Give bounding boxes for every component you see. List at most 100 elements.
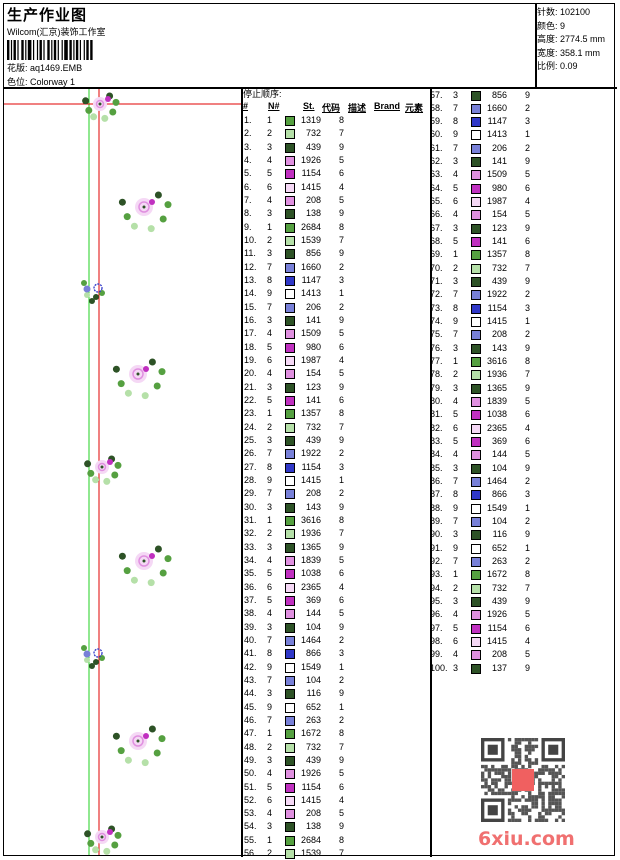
- stitch-count: 1987: [486, 196, 507, 207]
- barcode-bar: [86, 40, 89, 60]
- color-swatch: [285, 116, 295, 126]
- color-swatch: [285, 382, 295, 393]
- table-row: 77. 1 3616 8: [430, 355, 610, 368]
- color-swatch: [471, 517, 481, 528]
- color-swatch: [285, 649, 295, 660]
- needle-number: 7: [453, 289, 459, 300]
- barcode-bar: [47, 40, 50, 60]
- color-code: 9: [339, 688, 345, 699]
- table-row: 89. 7 104 2: [430, 515, 610, 528]
- table-row: 29. 7 208 2: [242, 487, 422, 500]
- stitch-count: 104: [305, 621, 321, 632]
- table-row: 22. 5 141 6: [242, 394, 422, 407]
- stop-index: 56.: [244, 848, 257, 859]
- color-code: 3: [525, 302, 531, 313]
- table-row: 81. 5 1038 6: [430, 408, 610, 421]
- stitch-count: 141: [491, 236, 507, 247]
- info-item: 宽度: 358.1 mm: [537, 46, 600, 59]
- needle-number: 7: [267, 261, 273, 272]
- stitch-count: 141: [305, 314, 321, 325]
- stitch-count: 1415: [486, 316, 507, 327]
- needle-number: 9: [453, 129, 459, 140]
- color-swatch: [285, 822, 295, 833]
- color-code: 9: [525, 342, 531, 353]
- stop-index: 20.: [244, 368, 257, 379]
- stitch-count: 856: [491, 89, 507, 100]
- needle-number: 9: [453, 316, 459, 327]
- stop-index: 79.: [430, 382, 443, 393]
- stop-index: 57.: [430, 89, 443, 100]
- stitch-count: 208: [305, 808, 321, 819]
- color-swatch: [471, 597, 481, 608]
- stitch-count: 1936: [486, 369, 507, 380]
- stop-index: 24.: [244, 421, 257, 432]
- stitch-count: 369: [491, 436, 507, 447]
- color-code: 3: [339, 648, 345, 659]
- barcode: [7, 40, 93, 60]
- color-code: 6: [339, 781, 345, 792]
- needle-number: 2: [453, 369, 459, 380]
- table-row: 78. 2 1936 7: [430, 368, 610, 381]
- table-row: 75. 7 208 2: [430, 328, 610, 341]
- needle-number: 1: [453, 249, 459, 260]
- color-code: 9: [525, 596, 531, 607]
- table-row: 84. 4 144 5: [430, 448, 610, 461]
- color-code: 5: [525, 396, 531, 407]
- color-code: 1: [525, 129, 531, 140]
- color-code: 2: [339, 301, 345, 312]
- color-swatch: [285, 355, 295, 366]
- needle-number: 2: [267, 234, 273, 245]
- color-swatch: [285, 209, 295, 220]
- stitch-count: 208: [305, 194, 321, 205]
- design-file-label: 花版:: [7, 63, 28, 73]
- stop-index: 63.: [430, 169, 443, 180]
- info-label: 比例:: [537, 61, 558, 71]
- stitch-count: 1539: [300, 848, 321, 859]
- barcode-bar: [64, 40, 68, 60]
- stitch-count: 2684: [300, 221, 321, 232]
- stitch-count: 206: [491, 142, 507, 153]
- stitch-count: 1415: [300, 794, 321, 805]
- flower-motif-small: [81, 280, 105, 304]
- stitch-count: 208: [491, 329, 507, 340]
- table-row: 51. 5 1154 6: [242, 781, 422, 794]
- flower-motif: [82, 92, 120, 122]
- color-swatch: [285, 662, 295, 673]
- needle-number: 3: [453, 596, 459, 607]
- table-row: 5. 5 1154 6: [242, 167, 422, 180]
- color-swatch: [285, 222, 295, 233]
- needle-number: 5: [267, 781, 273, 792]
- color-swatch: [285, 195, 295, 206]
- stop-index: 83.: [430, 436, 443, 447]
- table-row: 69. 1 1357 8: [430, 248, 610, 261]
- info-value: 0.09: [560, 61, 578, 71]
- stop-index: 8.: [244, 208, 252, 219]
- color-swatch: [285, 289, 295, 300]
- color-code: 2: [339, 488, 345, 499]
- table-row: 4. 4 1926 5: [242, 154, 422, 167]
- stop-index: 58.: [430, 102, 443, 113]
- color-swatch: [471, 130, 481, 141]
- color-swatch: [471, 437, 481, 448]
- stop-index: 86.: [430, 476, 443, 487]
- stop-index: 9.: [244, 221, 252, 232]
- color-swatch: [285, 155, 295, 166]
- stop-index: 97.: [430, 622, 443, 633]
- stop-index: 41.: [244, 648, 257, 659]
- needle-number: 1: [267, 834, 273, 845]
- stop-index: 3.: [244, 141, 252, 152]
- design-file-value: aq1469.EMB: [30, 63, 83, 73]
- table-row: 7. 4 208 5: [242, 194, 422, 207]
- barcode-bar: [36, 40, 39, 60]
- info-label: 宽度:: [537, 47, 558, 58]
- info-value: 2774.5 mm: [560, 34, 606, 44]
- stop-index: 64.: [430, 182, 443, 193]
- stitch-count: 154: [491, 209, 507, 220]
- color-swatch: [471, 650, 481, 661]
- needle-number: 8: [267, 461, 273, 472]
- needle-number: 3: [267, 541, 273, 552]
- color-code: 6: [339, 341, 345, 352]
- seal-stamp: [512, 769, 534, 791]
- color-swatch: [285, 542, 295, 553]
- stitch-count: 141: [491, 156, 507, 167]
